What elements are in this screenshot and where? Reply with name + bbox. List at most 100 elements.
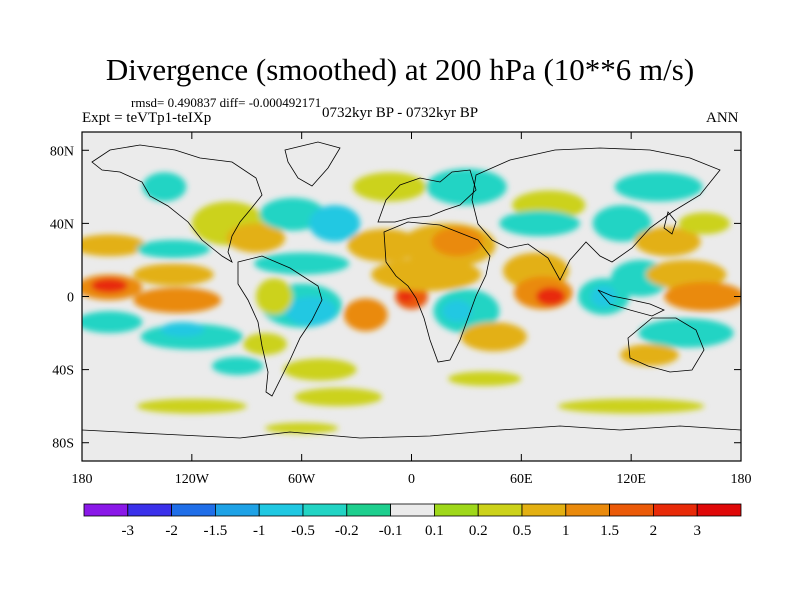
axis-ticks: 180 120W 60W 0 60E 120E 180 80N 40N 0 40S 80S <box>50 132 752 487</box>
field-region-4 <box>133 263 214 286</box>
field-region-37 <box>535 287 566 306</box>
field-region-32 <box>426 168 507 206</box>
y-tick-label-1: 40N <box>50 217 74 232</box>
x-tick-label-5: 120E <box>616 472 646 487</box>
field-region-17 <box>255 278 293 315</box>
stats-line: rmsd= 0.490837 diff= -0.000492171 <box>131 95 322 110</box>
y-tick-label-2: 0 <box>67 291 74 306</box>
field-region-20 <box>211 356 264 376</box>
field-region-47 <box>614 172 703 202</box>
colorbar-swatch-7 <box>390 503 435 517</box>
field-region-9 <box>142 172 187 202</box>
field-region-6 <box>136 239 211 259</box>
field-region-50 <box>448 371 522 387</box>
colorbar-swatch-5 <box>302 503 348 517</box>
colorbar-label-11: 1.5 <box>600 523 619 539</box>
colorbar-swatch-2 <box>171 503 216 517</box>
field-region-51 <box>557 398 705 414</box>
colorbar-swatch-14 <box>696 503 742 517</box>
field-region-44 <box>664 281 741 312</box>
colorbar-swatch-11 <box>565 503 610 517</box>
field-region-19 <box>283 358 357 381</box>
coast-asia <box>471 147 721 281</box>
colorbar-swatch-6 <box>346 503 391 517</box>
right-subtitle: ANN <box>706 110 739 126</box>
colorbar-label-9: 0.5 <box>513 523 532 539</box>
colorbar-label-3: -1 <box>253 523 266 539</box>
field-region-3 <box>82 311 143 334</box>
field-region-48 <box>678 212 731 235</box>
field-region-30 <box>442 300 472 323</box>
coast-australia <box>627 317 705 373</box>
coast-north-america <box>91 144 263 263</box>
field-region-49 <box>294 387 383 407</box>
colorbar-swatch-10 <box>521 503 567 517</box>
y-tick-label-3: 40S <box>52 364 74 379</box>
x-tick-label-6: 180 <box>731 472 752 487</box>
colorbar-label-12: 2 <box>650 523 658 539</box>
colorbar-label-2: -1.5 <box>204 523 228 539</box>
coast-europe <box>377 169 477 223</box>
field-region-21 <box>343 298 388 332</box>
field-region-18 <box>243 333 288 355</box>
colorbar-swatch-9 <box>477 503 523 517</box>
colorbar-label-10: 1 <box>562 523 570 539</box>
colorbar-label-13: 3 <box>693 523 701 539</box>
field-region-52 <box>136 398 247 414</box>
colorbar-swatch-13 <box>653 503 698 517</box>
field-region-41 <box>592 205 652 242</box>
colorbar-swatch-4 <box>258 503 304 517</box>
coast-indonesia <box>597 289 665 317</box>
coast-africa <box>383 221 491 363</box>
coast-greenland <box>284 141 341 187</box>
colorbar-label-4: -0.5 <box>291 523 315 539</box>
field-region-16 <box>285 296 337 326</box>
field-region-34 <box>499 210 580 237</box>
field-region-42 <box>634 227 701 257</box>
x-tick-label-3: 0 <box>408 472 415 487</box>
center-subtitle: 0732kyr BP - 0732kyr BP <box>322 105 479 121</box>
coast-antarctica <box>82 425 741 439</box>
colorbar-label-5: -0.2 <box>335 523 359 539</box>
coastlines <box>82 141 741 439</box>
field-region-28 <box>431 227 483 257</box>
field-region-22 <box>347 228 421 262</box>
coast-japan <box>663 211 677 235</box>
colorbar-swatch-12 <box>609 503 654 517</box>
field-region-12 <box>259 197 326 231</box>
colorbar-swatch-8 <box>433 503 479 517</box>
field-region-25 <box>398 291 414 302</box>
field-region-53 <box>265 422 339 434</box>
left-subtitle: Expt = teVTp1-teIXp <box>82 110 212 126</box>
field-region-1 <box>91 278 128 293</box>
colorbar-label-0: -3 <box>122 523 135 539</box>
x-tick-label-1: 120W <box>175 472 210 487</box>
field-region-13 <box>308 205 361 242</box>
colorbar-swatch-1 <box>127 503 173 517</box>
field-region-14 <box>254 252 350 275</box>
divergence-field <box>82 168 741 434</box>
colorbar-label-6: -0.1 <box>379 523 403 539</box>
colorbar-label-7: 0.1 <box>425 523 444 539</box>
field-region-23 <box>352 172 427 202</box>
colorbar: -3 -2 -1.5 -1 -0.5 -0.2 -0.1 0.1 0.2 0.5 1 1.5 2 3 <box>83 503 742 539</box>
field-region-5 <box>133 287 222 313</box>
field-region-31 <box>460 322 527 352</box>
field-region-11 <box>226 223 286 253</box>
colorbar-swatch-0 <box>83 503 129 517</box>
field-region-2 <box>82 234 147 257</box>
field-region-43 <box>645 259 727 290</box>
field-region-8 <box>160 322 205 337</box>
x-tick-label-4: 60E <box>510 472 533 487</box>
x-tick-label-2: 60W <box>288 472 316 487</box>
x-tick-label-0: 180 <box>72 472 93 487</box>
coast-south-america <box>237 255 323 397</box>
colorbar-label-1: -2 <box>165 523 178 539</box>
chart-title: Divergence (smoothed) at 200 hPa (10**6 … <box>105 52 695 87</box>
colorbar-label-8: 0.2 <box>469 523 488 539</box>
field-region-45 <box>638 318 734 348</box>
y-tick-label-0: 80N <box>50 144 74 159</box>
y-tick-label-4: 80S <box>52 437 74 452</box>
colorbar-swatch-3 <box>214 503 260 517</box>
